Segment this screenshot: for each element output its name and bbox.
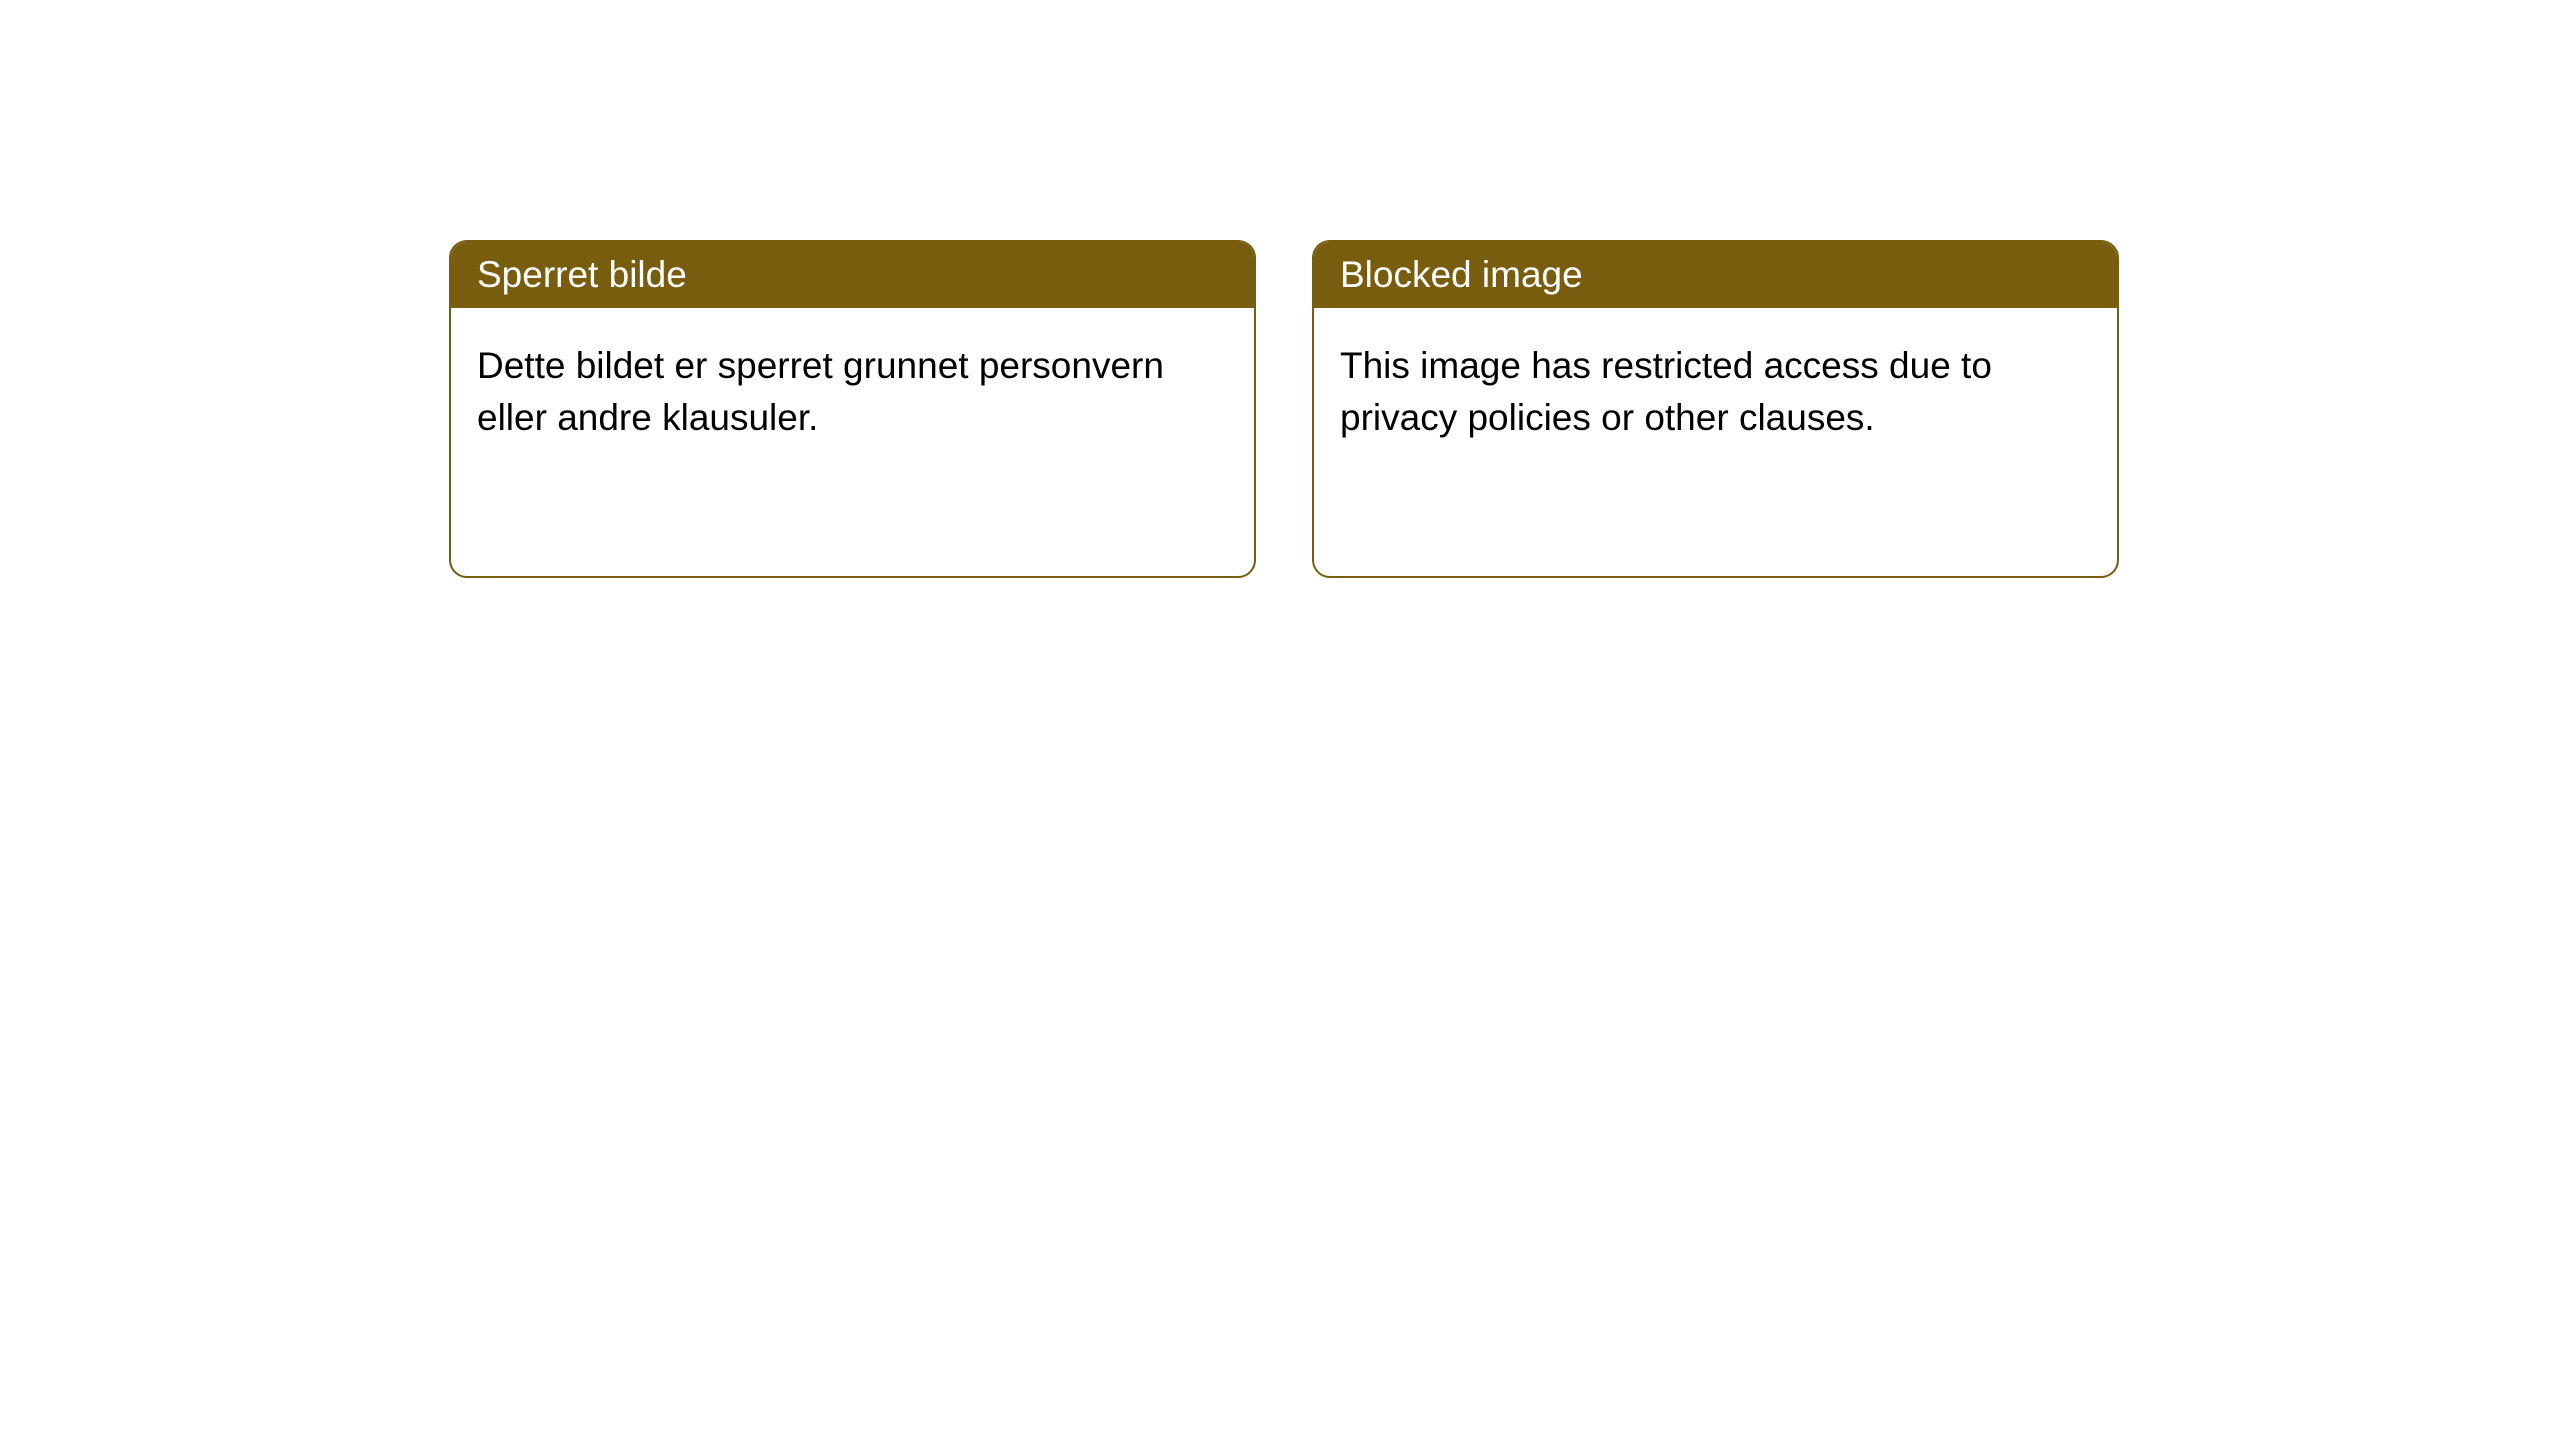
card-body-text: This image has restricted access due to …: [1340, 345, 1992, 438]
card-header: Blocked image: [1314, 242, 2117, 308]
card-body: This image has restricted access due to …: [1314, 308, 2117, 470]
blocked-image-card-english: Blocked image This image has restricted …: [1312, 240, 2119, 578]
card-title: Blocked image: [1340, 254, 1583, 295]
card-title: Sperret bilde: [477, 254, 687, 295]
card-header: Sperret bilde: [451, 242, 1254, 308]
blocked-image-card-norwegian: Sperret bilde Dette bildet er sperret gr…: [449, 240, 1256, 578]
card-body: Dette bildet er sperret grunnet personve…: [451, 308, 1254, 470]
card-body-text: Dette bildet er sperret grunnet personve…: [477, 345, 1164, 438]
cards-container: Sperret bilde Dette bildet er sperret gr…: [0, 0, 2560, 578]
